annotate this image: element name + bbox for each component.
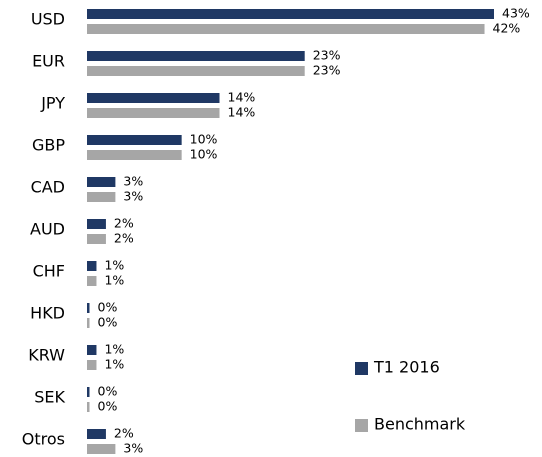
bar [87,402,90,412]
value-label: 3% [123,189,143,204]
bar [87,429,106,439]
value-label: 2% [114,231,134,246]
category-label: GBP [32,136,65,155]
value-label: 0% [98,300,118,315]
legend-swatch [355,362,368,375]
value-label: 14% [228,105,256,120]
bar [87,318,90,328]
bar [87,9,494,19]
bar [87,108,220,118]
bar [87,444,116,454]
value-label: 43% [502,6,530,21]
bar [87,135,182,145]
bar [87,93,220,103]
bar [87,24,485,34]
bar [87,51,305,61]
value-label: 1% [104,357,124,372]
bar [87,276,97,286]
category-label: Otros [22,430,65,449]
value-label: 23% [313,63,341,78]
category-label: JPY [40,94,65,113]
bar [87,192,116,202]
category-label: SEK [34,388,65,407]
bar [87,234,106,244]
category-label: CAD [31,178,65,197]
bar [87,219,106,229]
category-label: USD [31,10,65,29]
category-label: EUR [32,52,65,71]
bar [87,303,90,313]
legend-swatch [355,419,368,432]
category-label: AUD [30,220,65,239]
category-label: HKD [30,304,65,323]
value-label: 10% [190,132,218,147]
value-label: 0% [98,315,118,330]
bar [87,387,90,397]
bar [87,177,116,187]
value-label: 14% [228,90,256,105]
bar [87,360,97,370]
value-label: 10% [190,147,218,162]
bar [87,150,182,160]
category-label: KRW [28,346,65,365]
value-label: 1% [104,342,124,357]
bar [87,261,97,271]
bar [87,66,305,76]
value-label: 3% [123,441,143,456]
value-label: 0% [98,399,118,414]
value-label: 3% [123,174,143,189]
legend-label: Benchmark [374,415,466,434]
value-label: 23% [313,48,341,63]
bar [87,345,97,355]
value-label: 2% [114,426,134,441]
value-label: 2% [114,216,134,231]
category-label: CHF [33,262,65,281]
value-label: 1% [104,273,124,288]
value-label: 0% [98,384,118,399]
value-label: 42% [493,21,521,36]
legend-label: T1 2016 [373,358,440,377]
value-label: 1% [104,258,124,273]
